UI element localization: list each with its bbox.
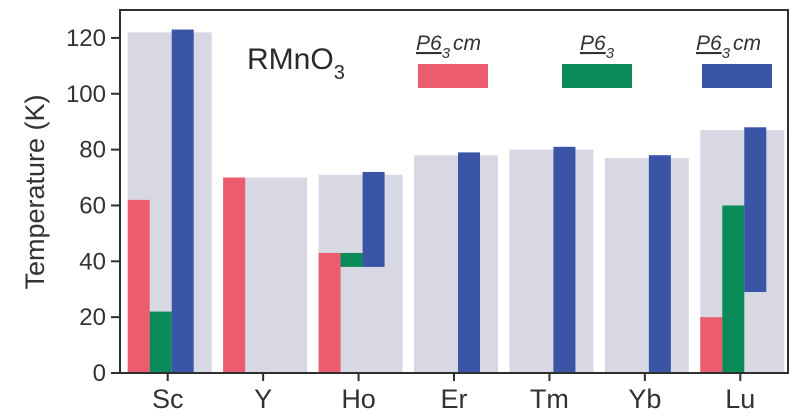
legend: P63 cm P63 P63 cm	[416, 32, 772, 88]
bar-sc-p63cm-low	[127, 199, 150, 373]
bar-sc-p63	[149, 311, 172, 373]
bar-tm-p63cm-high	[553, 146, 576, 373]
x-tick-label: Yb	[628, 384, 661, 414]
bar-yb-range	[604, 157, 689, 373]
legend-label: P63 cm	[696, 32, 761, 62]
legend-swatch	[702, 64, 772, 88]
bar-ho-p63	[340, 252, 363, 267]
y-tick-label: 40	[79, 248, 106, 275]
legend-label: P63 cm	[416, 32, 481, 62]
x-tick-label: Lu	[725, 384, 755, 414]
bar-tm-range	[509, 149, 594, 373]
bar-sc-p63cm-high	[171, 29, 194, 374]
bar-er-p63cm-high	[458, 152, 480, 373]
y-tick-label: 60	[79, 192, 106, 219]
y-tick-label: 120	[66, 25, 106, 52]
legend-swatch	[562, 64, 632, 88]
x-tick-label: Y	[254, 384, 272, 414]
bars-layer	[127, 29, 785, 374]
x-tick-label: Ho	[341, 384, 376, 414]
legend-swatch	[418, 64, 488, 88]
y-tick-label: 100	[66, 81, 106, 108]
x-tick-label: Tm	[530, 384, 569, 414]
y-tick-label: 80	[79, 137, 106, 164]
bar-lu-p63cm-high	[744, 127, 767, 293]
y-tick-label: 20	[79, 304, 106, 331]
y-tick-label: 0	[93, 360, 106, 387]
bar-y-p63cm-low	[223, 177, 246, 373]
legend-item: P63 cm	[696, 32, 772, 88]
bar-ho-p63cm-high	[362, 171, 385, 267]
bar-ho-p63cm-low	[318, 252, 341, 373]
bar-yb-p63cm-high	[648, 155, 671, 373]
legend-label: P63	[580, 32, 615, 62]
legend-item: P63	[562, 32, 632, 88]
y-axis-label: Temperature (K)	[20, 94, 50, 289]
bar-lu-p63cm-low	[700, 317, 723, 373]
x-tick-label: Er	[441, 384, 468, 414]
chart-title: RMnO3	[247, 43, 345, 84]
y-axis-ticks: 0 20 40 60 80 100 120	[66, 25, 120, 387]
legend-item: P63 cm	[416, 32, 488, 88]
bar-lu-p63	[722, 205, 745, 373]
bar-er-range	[414, 155, 498, 373]
x-tick-label: Sc	[152, 384, 184, 414]
x-axis-labels: Sc Y Ho Er Tm Yb Lu	[152, 373, 755, 414]
